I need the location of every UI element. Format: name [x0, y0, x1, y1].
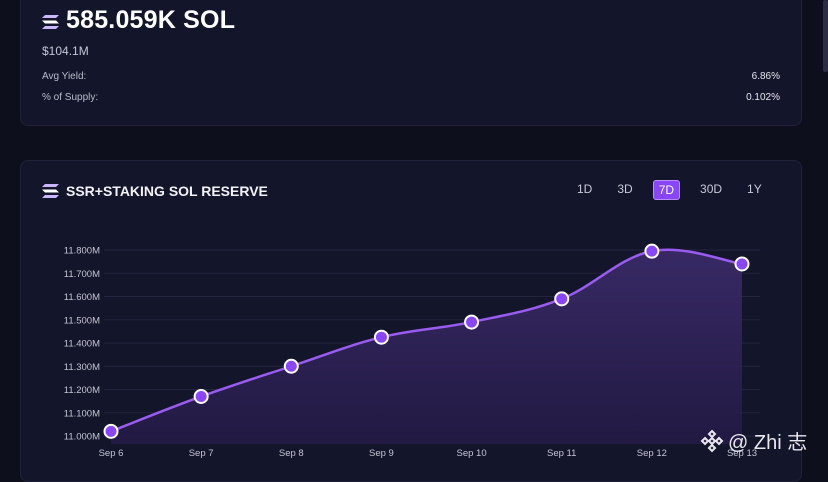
x-tick-label: Sep 10	[457, 448, 487, 459]
solana-icon	[42, 184, 59, 198]
watermark: @ Zhi 志	[700, 426, 807, 455]
x-tick-label: Sep 12	[637, 448, 667, 459]
y-tick-label: 11.300M	[64, 362, 100, 373]
tab-1y[interactable]: 1Y	[747, 182, 762, 196]
supply-percent-value: 0.102%	[746, 92, 780, 103]
y-tick-label: 11.200M	[64, 385, 100, 396]
data-point[interactable]	[464, 314, 480, 330]
data-point[interactable]	[644, 243, 660, 259]
watermark-text: @ Zhi 志	[728, 432, 808, 454]
data-point[interactable]	[283, 358, 299, 374]
solana-icon	[42, 15, 59, 29]
y-tick-label: 11.000M	[64, 432, 100, 443]
x-tick-label: Sep 7	[189, 448, 214, 459]
x-tick-label: Sep 11	[547, 448, 576, 459]
avg-yield-value: 6.86%	[751, 71, 780, 82]
y-tick-label: 11.600M	[64, 292, 100, 303]
tab-3d[interactable]: 3D	[617, 182, 633, 196]
y-tick-label: 11.500M	[64, 315, 100, 326]
data-point[interactable]	[734, 256, 750, 272]
data-point[interactable]	[373, 329, 389, 345]
data-point[interactable]	[103, 423, 119, 439]
reserve-summary-card	[20, 0, 802, 126]
area-fill	[111, 249, 742, 444]
reserve-usd-value: $104.1M	[42, 44, 89, 58]
reserve-area-chart: 11.000M 11.100M 11.200M 11.300M 11.400M 11.50…	[64, 243, 760, 459]
timeframe-tabs: 1D 3D 7D 30D 1Y	[572, 180, 782, 200]
y-tick-label: 11.400M	[64, 339, 100, 350]
x-tick-label: Sep 13	[727, 448, 757, 459]
binance-icon	[700, 429, 724, 452]
y-tick-label: 11.700M	[64, 269, 100, 280]
supply-percent-label: % of Supply:	[42, 92, 99, 103]
tab-7d[interactable]: 7D	[652, 180, 681, 200]
y-tick-label: 11.800M	[64, 246, 100, 257]
data-point[interactable]	[193, 388, 209, 404]
x-tick-label: Sep 8	[279, 448, 304, 459]
scrollbar[interactable]	[823, 0, 828, 72]
tab-30d[interactable]: 30D	[700, 182, 723, 196]
avg-yield-label: Avg Yield:	[42, 71, 87, 82]
series-line	[110, 248, 743, 433]
x-tick-label: Sep 6	[99, 448, 124, 459]
chart-title: SSR+STAKING SOL RESERVE	[66, 183, 268, 199]
reserve-amount: 585.059K SOL	[66, 6, 236, 34]
x-tick-label: Sep 9	[369, 448, 394, 459]
data-point[interactable]	[554, 291, 570, 307]
tab-1d[interactable]: 1D	[577, 182, 593, 196]
y-tick-label: 11.100M	[64, 408, 100, 419]
